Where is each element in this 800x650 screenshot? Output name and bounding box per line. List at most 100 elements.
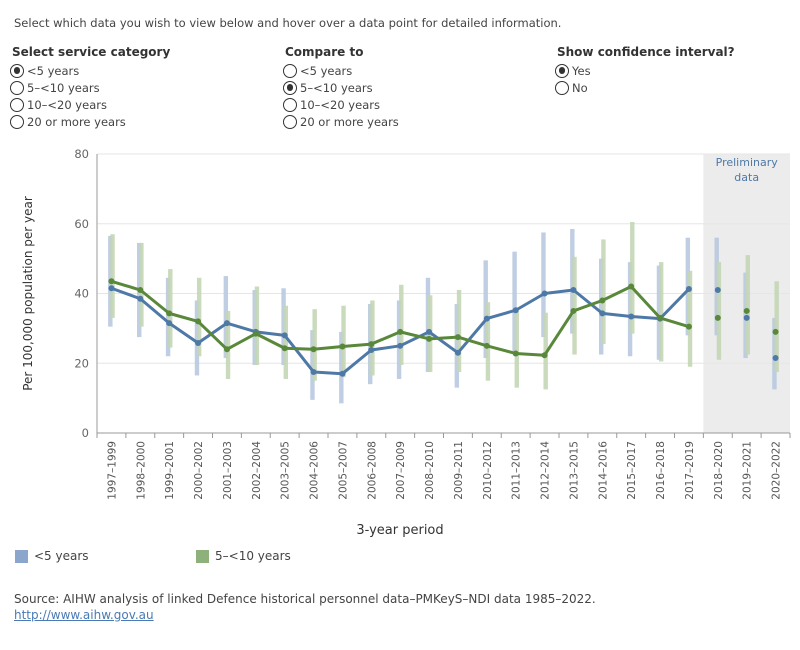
x-tick-label: 2005–2007: [337, 441, 349, 500]
compare-to-option[interactable]: 10–<20 years: [283, 96, 399, 113]
radio-label: 10–<20 years: [27, 97, 107, 112]
data-point: [570, 307, 577, 314]
data-point: [512, 350, 519, 357]
radio-label: 10–<20 years: [300, 97, 380, 112]
radio-button[interactable]: [555, 63, 569, 78]
legend-swatch-under-5: [15, 549, 28, 563]
radio-button[interactable]: [283, 63, 297, 78]
x-tick-label: 2020–2022: [771, 441, 783, 500]
data-point: [483, 342, 490, 349]
ci-bar: [312, 309, 317, 381]
data-point: [772, 355, 779, 362]
x-tick-label: 2004–2006: [309, 441, 321, 500]
confidence-interval-title: Show confidence interval?: [557, 45, 735, 59]
data-point: [108, 285, 115, 292]
compare-to-option[interactable]: <5 years: [283, 62, 399, 79]
ci-bar: [283, 305, 288, 379]
data-point: [454, 349, 461, 356]
x-tick-label: 2017–2019: [684, 441, 696, 500]
data-point: [166, 310, 173, 317]
ci-bar: [514, 310, 519, 388]
ci-bar: [370, 300, 375, 376]
x-tick-label: 2012–2014: [540, 441, 552, 500]
radio-button[interactable]: [10, 114, 24, 129]
ci-bar: [254, 286, 260, 365]
ci-bar: [456, 290, 462, 372]
ci-bar: [168, 269, 173, 348]
x-tick-label: 2014–2016: [597, 441, 609, 500]
radio-label: 20 or more years: [27, 114, 126, 129]
data-point: [281, 332, 288, 339]
x-tick-label: 2016–2018: [655, 441, 667, 500]
confidence-option[interactable]: Yes: [555, 62, 735, 79]
radio-button[interactable]: [283, 114, 297, 129]
radio-label: 5–<10 years: [300, 80, 373, 95]
ci-bar: [399, 284, 404, 365]
aihw-link[interactable]: http://www.aihw.gov.au: [14, 608, 154, 622]
data-point: [397, 328, 404, 335]
confidence-option[interactable]: No: [555, 79, 735, 96]
data-point: [426, 335, 433, 342]
service-category-group: Select service category <5 years 5–<10 ye…: [10, 45, 170, 130]
data-point: [339, 370, 346, 377]
data-point: [223, 320, 230, 327]
x-tick-label: 2006–2008: [366, 441, 378, 500]
data-point: [512, 307, 519, 314]
radio-button[interactable]: [10, 63, 24, 78]
data-point: [743, 314, 750, 321]
x-tick-label: 2011–2013: [511, 441, 523, 500]
data-point: [368, 346, 375, 353]
compare-to-option[interactable]: 5–<10 years: [283, 79, 399, 96]
service-category-option[interactable]: <5 years: [10, 62, 170, 79]
data-point: [108, 278, 115, 285]
service-category-option[interactable]: 10–<20 years: [10, 96, 170, 113]
instructions-text: Select which data you wish to view below…: [14, 16, 562, 30]
x-tick-label: 2002–2004: [251, 441, 263, 500]
data-point: [657, 314, 664, 321]
data-point: [223, 346, 230, 353]
radio-button[interactable]: [10, 80, 24, 95]
data-point: [714, 287, 721, 294]
data-point: [454, 334, 461, 341]
data-point: [397, 342, 404, 349]
radio-label: <5 years: [300, 63, 353, 78]
y-axis-title: Per 100,000 population per year: [21, 196, 35, 391]
ci-bar: [541, 232, 546, 338]
x-tick-label: 2010–2012: [482, 441, 494, 500]
legend-item-5-to-10[interactable]: 5–<10 years: [196, 549, 291, 563]
x-tick-label: 2009–2011: [453, 441, 465, 500]
x-tick-label: 2001–2003: [222, 441, 234, 500]
data-point: [599, 297, 606, 304]
service-category-option[interactable]: 5–<10 years: [10, 79, 170, 96]
x-tick-label: 2013–2015: [568, 441, 580, 500]
source-note: Source: AIHW analysis of linked Defence …: [14, 592, 596, 606]
x-tick-label: 2007–2009: [395, 441, 407, 500]
ci-bar: [658, 262, 664, 362]
radio-button[interactable]: [555, 80, 569, 95]
rate-line-chart: Preliminary data 0 20 40 60 80 1997–1999 1998–20…: [21, 147, 791, 538]
radio-button[interactable]: [283, 80, 297, 95]
ci-bar: [716, 262, 722, 360]
legend-label-5-to-10: 5–<10 years: [215, 549, 291, 563]
x-tick-label: 2015–2017: [626, 441, 638, 500]
ci-bar: [512, 251, 517, 352]
x-tick-label: 2018–2020: [713, 441, 725, 500]
data-point: [339, 343, 346, 350]
service-category-option[interactable]: 20 or more years: [10, 113, 170, 130]
x-tick-label: 2003–2005: [280, 441, 292, 500]
radio-button[interactable]: [283, 97, 297, 112]
data-point: [541, 352, 548, 359]
data-point: [685, 285, 692, 292]
x-tick-label: 1998–2000: [135, 441, 147, 500]
y-tick-label: 20: [74, 356, 89, 370]
radio-button[interactable]: [10, 97, 24, 112]
compare-to-option[interactable]: 20 or more years: [283, 113, 399, 130]
y-tick-label: 80: [74, 147, 89, 161]
ci-bar: [601, 239, 606, 345]
service-category-options: <5 years 5–<10 years 10–<20 years 20 or mor…: [10, 62, 170, 130]
data-point: [743, 307, 750, 314]
data-point: [714, 314, 721, 321]
data-point: [252, 330, 259, 337]
data-point: [772, 328, 779, 335]
legend-item-under-5[interactable]: <5 years: [15, 549, 89, 563]
